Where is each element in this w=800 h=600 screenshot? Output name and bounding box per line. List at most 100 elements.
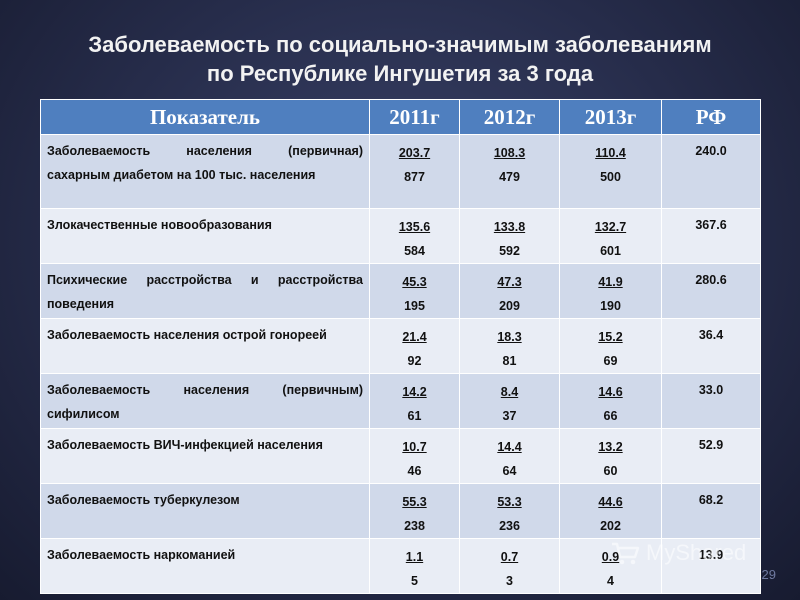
rate-2011: 55.3	[402, 495, 427, 509]
rate-2012: 0.7	[500, 550, 519, 564]
rate-2011: 10.7	[402, 440, 427, 454]
cell-2012: 133.8 592	[459, 208, 560, 264]
row-label: Заболеваемость населения острой гонореей	[40, 318, 370, 374]
count-2013: 66	[603, 409, 618, 423]
count-2013: 202	[600, 519, 621, 533]
rate-2012: 8.4	[500, 385, 519, 399]
table-row: Заболеваемость туберкулезом 55.3 238 53.3…	[40, 483, 761, 539]
cell-2013: 44.6 202	[559, 483, 662, 539]
rate-2012: 14.4	[497, 440, 522, 454]
count-2012: 64	[502, 464, 517, 478]
rate-2012: 108.3	[493, 146, 526, 160]
header-2012: 2012г	[459, 99, 560, 135]
rate-2012: 18.3	[497, 330, 522, 344]
count-2011: 5	[411, 574, 418, 588]
cell-2011: 55.3 238	[369, 483, 460, 539]
cell-2012: 53.3 236	[459, 483, 560, 539]
cell-2011: 45.3 195	[369, 263, 460, 319]
row-label: Заболеваемость населения (первичная) сах…	[40, 134, 370, 209]
row-label: Заболеваемость населения (первичным) сиф…	[40, 373, 370, 429]
count-2011: 584	[404, 244, 425, 258]
count-2011: 238	[404, 519, 425, 533]
cell-2012: 8.4 37	[459, 373, 560, 429]
header-2011: 2011г	[369, 99, 460, 135]
cell-2012: 0.7 3	[459, 538, 560, 594]
count-2011: 195	[404, 299, 425, 313]
rate-2013: 41.9	[598, 275, 623, 289]
count-2013: 60	[603, 464, 618, 478]
rate-2013: 14.6	[598, 385, 623, 399]
table-row: Заболеваемость населения (первичным) сиф…	[40, 373, 761, 429]
header-indicator: Показатель	[40, 99, 370, 135]
table-row: Заболеваемость населения острой гонореей…	[40, 318, 761, 374]
cell-rf: 240.0	[661, 134, 761, 209]
cell-rf: 13.9	[661, 538, 761, 594]
table-row: Злокачественные новообразования 135.6 584…	[40, 208, 761, 264]
watermark: MyShared	[610, 540, 746, 566]
row-label: Психические расстройства и расстройства …	[40, 263, 370, 319]
header-2013: 2013г	[559, 99, 662, 135]
morbidity-table: Показатель 2011г 2012г 2013г РФ Заболева…	[40, 99, 761, 594]
cell-2012: 47.3 209	[459, 263, 560, 319]
cell-2012: 108.3 479	[459, 134, 560, 209]
count-2011: 92	[407, 354, 422, 368]
cell-2011: 14.2 61	[369, 373, 460, 429]
rate-2013: 15.2	[598, 330, 623, 344]
count-2012: 3	[506, 574, 513, 588]
slide-title: Заболеваемость по социально-значимым заб…	[0, 30, 800, 88]
count-2011: 46	[407, 464, 422, 478]
cell-2011: 1.1 5	[369, 538, 460, 594]
count-2011: 877	[404, 170, 425, 184]
row-label: Заболеваемость туберкулезом	[40, 483, 370, 539]
cell-2013: 132.7 601	[559, 208, 662, 264]
count-2013: 601	[600, 244, 621, 258]
rate-2011: 45.3	[402, 275, 427, 289]
cell-rf: 68.2	[661, 483, 761, 539]
rate-2011: 203.7	[398, 146, 431, 160]
count-2012: 479	[499, 170, 520, 184]
rate-2013: 132.7	[594, 220, 627, 234]
cell-2013: 13.2 60	[559, 428, 662, 484]
cell-2013: 41.9 190	[559, 263, 662, 319]
cell-2011: 135.6 584	[369, 208, 460, 264]
rate-2012: 53.3	[497, 495, 522, 509]
count-2012: 592	[499, 244, 520, 258]
count-2012: 81	[502, 354, 517, 368]
header-rf: РФ	[661, 99, 761, 135]
cell-2012: 18.3 81	[459, 318, 560, 374]
count-2013: 4	[607, 574, 614, 588]
cell-2011: 10.7 46	[369, 428, 460, 484]
rate-2011: 135.6	[398, 220, 431, 234]
cell-2013: 110.4 500	[559, 134, 662, 209]
watermark-text: MyShared	[646, 540, 747, 565]
count-2012: 236	[499, 519, 520, 533]
count-2013: 190	[600, 299, 621, 313]
row-label: Заболеваемость ВИЧ-инфекцией населения	[40, 428, 370, 484]
cell-rf: 36.4	[661, 318, 761, 374]
rate-2011: 21.4	[402, 330, 427, 344]
cell-2013: 0.9 4	[559, 538, 662, 594]
cell-2013: 15.2 69	[559, 318, 662, 374]
count-2012: 209	[499, 299, 520, 313]
cell-rf: 280.6	[661, 263, 761, 319]
count-2013: 69	[603, 354, 618, 368]
rate-2011: 1.1	[405, 550, 424, 564]
slide-number: 29	[761, 567, 776, 582]
slide-title-line1: Заболеваемость по социально-значимым заб…	[88, 32, 712, 57]
count-2013: 500	[600, 170, 621, 184]
cell-rf: 52.9	[661, 428, 761, 484]
cell-2011: 21.4 92	[369, 318, 460, 374]
table-row: Заболеваемость наркоманией 1.1 5 0.7 3 0.9…	[40, 538, 761, 594]
cell-rf: 367.6	[661, 208, 761, 264]
table-row: Заболеваемость населения (первичная) сах…	[40, 134, 761, 209]
count-2012: 37	[502, 409, 517, 423]
cell-2011: 203.7 877	[369, 134, 460, 209]
row-label: Злокачественные новообразования	[40, 208, 370, 264]
row-label: Заболеваемость наркоманией	[40, 538, 370, 594]
count-2011: 61	[407, 409, 422, 423]
rate-2013: 110.4	[595, 146, 626, 160]
rate-2013: 13.2	[598, 440, 623, 454]
rate-2013: 44.6	[598, 495, 623, 509]
rate-2013: 0.9	[601, 550, 620, 564]
shopping-cart-icon	[612, 542, 640, 565]
